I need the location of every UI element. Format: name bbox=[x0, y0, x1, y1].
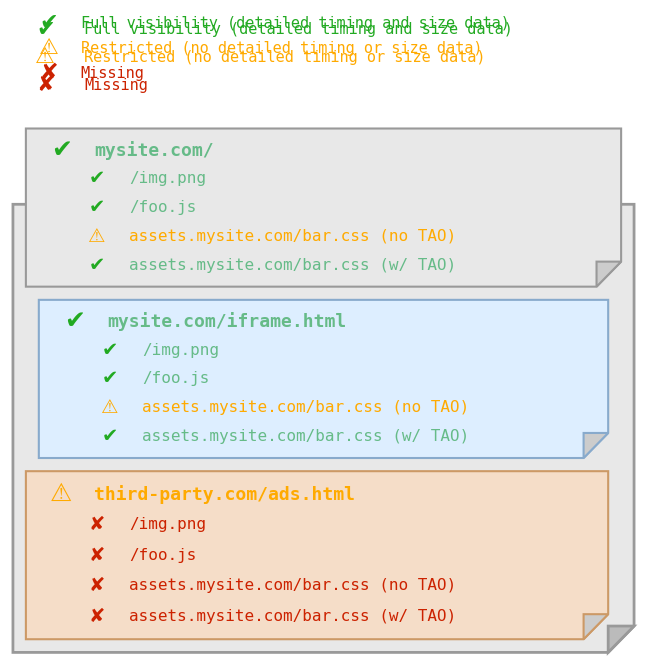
Text: /foo.js: /foo.js bbox=[129, 548, 197, 563]
Polygon shape bbox=[26, 471, 608, 639]
Text: Missing: Missing bbox=[81, 66, 145, 80]
Text: ⚠: ⚠ bbox=[36, 47, 55, 67]
Polygon shape bbox=[597, 262, 621, 287]
Text: third-party.com/ads.html: third-party.com/ads.html bbox=[94, 484, 355, 503]
Text: /img.png: /img.png bbox=[129, 171, 206, 186]
Polygon shape bbox=[13, 204, 634, 652]
Text: ⚠: ⚠ bbox=[88, 227, 106, 246]
Text: assets.mysite.com/bar.css (no TAO): assets.mysite.com/bar.css (no TAO) bbox=[142, 400, 470, 415]
Text: ⚠: ⚠ bbox=[50, 482, 72, 506]
Polygon shape bbox=[584, 433, 608, 458]
Text: assets.mysite.com/bar.css (w/ TAO): assets.mysite.com/bar.css (w/ TAO) bbox=[129, 258, 457, 273]
Text: Restricted (no detailed timing or size data): Restricted (no detailed timing or size d… bbox=[84, 50, 486, 65]
Text: ⚠: ⚠ bbox=[101, 398, 119, 417]
Text: assets.mysite.com/bar.css (no TAO): assets.mysite.com/bar.css (no TAO) bbox=[129, 578, 457, 593]
Text: ✔: ✔ bbox=[89, 169, 105, 188]
Text: ✔: ✔ bbox=[51, 138, 72, 162]
Text: assets.mysite.com/bar.css (w/ TAO): assets.mysite.com/bar.css (w/ TAO) bbox=[129, 609, 457, 624]
Text: ✘: ✘ bbox=[89, 515, 105, 534]
Text: Full visibility (detailed timing and size data): Full visibility (detailed timing and siz… bbox=[81, 16, 510, 30]
Text: ✘: ✘ bbox=[39, 63, 58, 83]
Text: ⚠: ⚠ bbox=[39, 38, 58, 58]
Polygon shape bbox=[584, 614, 608, 639]
Text: ✔: ✔ bbox=[89, 256, 105, 275]
Text: ✔: ✔ bbox=[102, 427, 118, 446]
Text: assets.mysite.com/bar.css (no TAO): assets.mysite.com/bar.css (no TAO) bbox=[129, 229, 457, 244]
Text: ✘: ✘ bbox=[36, 75, 54, 95]
Text: ✔: ✔ bbox=[89, 198, 105, 217]
Text: /foo.js: /foo.js bbox=[142, 372, 210, 386]
Text: mysite.com/: mysite.com/ bbox=[94, 140, 214, 159]
Text: ✘: ✘ bbox=[89, 576, 105, 595]
Text: ✔: ✔ bbox=[102, 341, 118, 360]
Text: /img.png: /img.png bbox=[129, 517, 206, 532]
Polygon shape bbox=[26, 129, 621, 287]
Text: Full visibility (detailed timing and size data): Full visibility (detailed timing and siz… bbox=[84, 22, 513, 37]
Text: assets.mysite.com/bar.css (w/ TAO): assets.mysite.com/bar.css (w/ TAO) bbox=[142, 429, 470, 444]
Text: ✔: ✔ bbox=[102, 370, 118, 388]
Polygon shape bbox=[39, 300, 608, 458]
Text: Restricted (no detailed timing or size data): Restricted (no detailed timing or size d… bbox=[81, 41, 483, 55]
Text: /img.png: /img.png bbox=[142, 343, 219, 358]
Text: ✘: ✘ bbox=[89, 546, 105, 565]
Text: ✘: ✘ bbox=[89, 607, 105, 626]
Text: ✔: ✔ bbox=[64, 310, 85, 333]
Text: ✔: ✔ bbox=[39, 13, 58, 33]
Text: /foo.js: /foo.js bbox=[129, 200, 197, 215]
Text: Missing: Missing bbox=[84, 78, 148, 92]
Text: ✔: ✔ bbox=[36, 20, 54, 40]
Text: mysite.com/iframe.html: mysite.com/iframe.html bbox=[107, 312, 346, 331]
Polygon shape bbox=[608, 626, 634, 652]
